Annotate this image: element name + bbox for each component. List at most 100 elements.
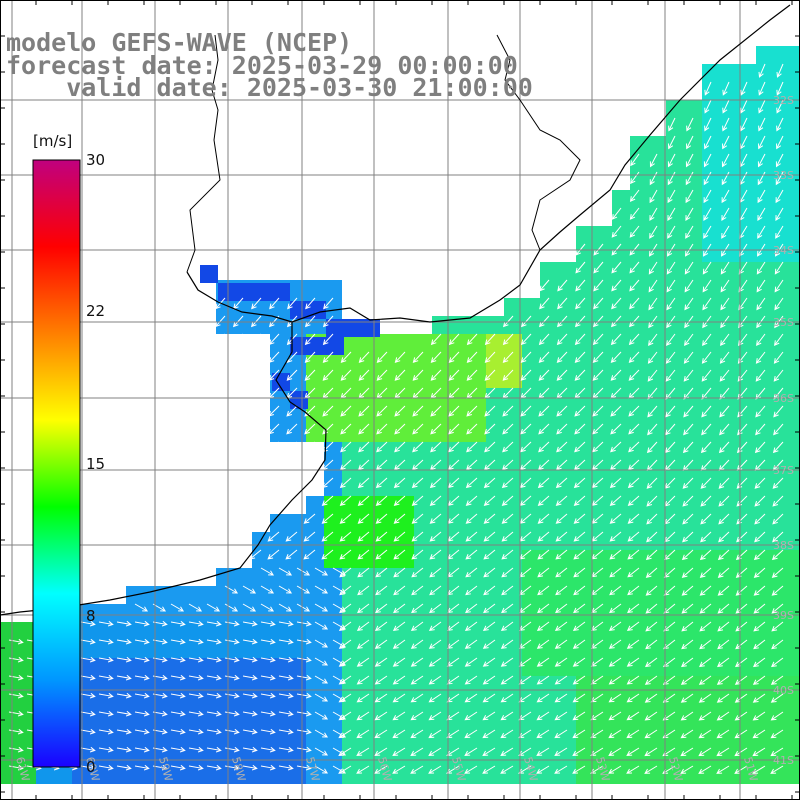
speed-cell	[738, 208, 756, 226]
speed-cell	[648, 748, 666, 766]
wind-arrow	[609, 513, 622, 524]
wind-arrow	[773, 423, 784, 436]
wind-arrow	[770, 711, 784, 721]
wind-arrow	[188, 674, 204, 681]
wind-arrow	[214, 333, 226, 346]
wind-arrow	[394, 441, 406, 453]
speed-cell	[738, 100, 756, 118]
wind-arrow	[775, 171, 784, 186]
wind-arrow	[608, 693, 622, 703]
speed-cell	[290, 337, 308, 355]
wind-arrow	[736, 441, 748, 454]
speed-cell	[486, 532, 504, 550]
speed-cell	[702, 118, 720, 136]
wind-arrow	[610, 369, 622, 381]
wind-arrow	[375, 531, 388, 542]
wind-arrow	[572, 675, 586, 685]
wind-arrow	[482, 747, 496, 756]
wind-arrow	[338, 675, 352, 685]
speed-cell	[252, 622, 270, 640]
speed-cell	[612, 694, 630, 712]
speed-cell	[666, 658, 684, 676]
wind-arrow	[721, 225, 730, 239]
wind-arrow	[680, 729, 694, 739]
speed-cell	[684, 586, 702, 604]
speed-cell	[720, 280, 738, 298]
speed-cell	[720, 226, 738, 244]
wind-arrow	[314, 675, 329, 684]
speed-cell	[108, 622, 126, 640]
speed-cell	[576, 586, 594, 604]
speed-cell	[432, 478, 450, 496]
speed-cell	[522, 748, 540, 766]
wind-arrow	[592, 405, 604, 417]
wind-arrow	[537, 567, 550, 578]
speed-cell	[306, 586, 324, 604]
wind-arrow	[482, 693, 496, 703]
speed-cell	[342, 568, 360, 586]
wind-arrow	[170, 603, 185, 612]
speed-cell	[666, 748, 684, 766]
wind-arrow	[665, 351, 676, 364]
speed-cell	[414, 568, 432, 586]
wind-arrow	[80, 638, 96, 645]
wind-arrow	[224, 620, 240, 627]
speed-cell	[486, 676, 504, 694]
speed-cell	[270, 658, 288, 676]
wind-arrow	[374, 711, 388, 721]
wind-arrow	[608, 729, 622, 739]
speed-cell	[540, 658, 558, 676]
wind-arrow	[428, 765, 442, 774]
speed-cell	[774, 622, 792, 640]
wind-arrow	[357, 585, 370, 596]
speed-cell	[234, 712, 252, 730]
wind-arrow	[702, 297, 712, 311]
speed-cell	[558, 766, 576, 784]
wind-arrow	[8, 656, 24, 663]
wind-arrow	[206, 692, 222, 699]
speed-cell	[558, 568, 576, 586]
wind-arrow	[357, 477, 370, 489]
speed-cell	[720, 244, 738, 262]
speed-cell	[486, 730, 504, 748]
speed-cell	[486, 478, 504, 496]
speed-cell	[290, 391, 308, 409]
wind-arrow	[735, 621, 748, 632]
coast-uruguay	[186, 4, 791, 323]
speed-cell	[324, 478, 342, 496]
wind-arrow	[224, 585, 239, 594]
speed-cell	[666, 298, 684, 316]
wind-arrow	[555, 477, 568, 489]
wind-arrow	[134, 728, 150, 735]
speed-cell	[756, 118, 774, 136]
speed-cell	[198, 586, 216, 604]
speed-cell	[666, 712, 684, 730]
speed-cell	[756, 136, 774, 154]
speed-cell	[468, 550, 486, 568]
speed-cell	[720, 712, 738, 730]
wind-arrow	[740, 81, 748, 96]
wind-arrow	[268, 405, 280, 417]
wind-arrow	[721, 207, 730, 221]
wind-arrow	[188, 638, 204, 645]
speed-cell	[486, 622, 504, 640]
wind-arrow	[501, 585, 514, 596]
speed-cell	[342, 334, 360, 352]
wind-arrow	[206, 746, 222, 753]
wind-arrow	[464, 747, 478, 756]
wind-arrow	[554, 657, 568, 667]
wind-arrow	[465, 585, 478, 596]
speed-cell	[342, 496, 360, 514]
speed-cell	[450, 568, 468, 586]
speed-cell	[324, 568, 342, 586]
wind-arrow	[538, 315, 550, 328]
wind-arrow	[573, 495, 586, 506]
wind-arrow	[116, 620, 132, 627]
wind-arrow	[8, 638, 24, 645]
wind-arrow	[446, 711, 460, 721]
wind-arrow	[572, 711, 586, 721]
wind-arrow	[464, 711, 478, 721]
wind-arrow	[242, 638, 258, 645]
speed-cell	[360, 550, 378, 568]
speed-cell	[558, 730, 576, 748]
